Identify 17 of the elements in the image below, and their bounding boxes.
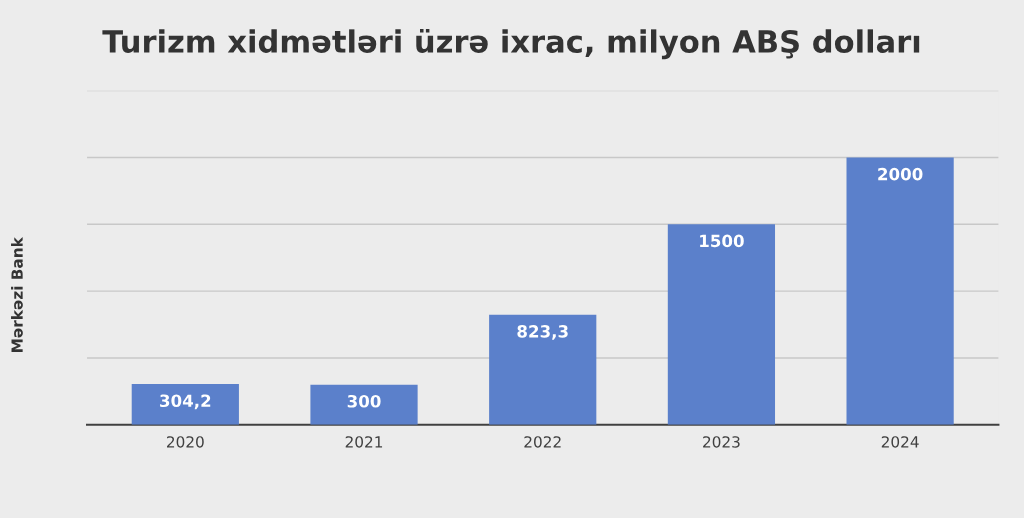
x-tick-label: 2024 (881, 436, 919, 448)
bar (310, 384, 418, 425)
bar (667, 224, 776, 425)
bar (489, 314, 597, 425)
data-label: 300 (347, 394, 381, 408)
x-tick-label: 2021 (345, 436, 383, 448)
x-tick-label: 2020 (167, 436, 204, 448)
data-label: 304,2 (160, 394, 211, 410)
bar (131, 384, 239, 425)
data-label: 2000 (878, 167, 923, 181)
chart-title: Turizm xidmətləri üzrə ixrac, milyon ABŞ dolları (102, 28, 920, 60)
bar (846, 157, 954, 425)
data-label: 1500 (700, 234, 744, 248)
data-label: 823,3 (517, 325, 568, 340)
x-tick-label: 2023 (703, 436, 740, 448)
x-tick-label: 2022 (524, 436, 561, 448)
y-axis-title: Mərkəzi Bank (11, 236, 23, 352)
